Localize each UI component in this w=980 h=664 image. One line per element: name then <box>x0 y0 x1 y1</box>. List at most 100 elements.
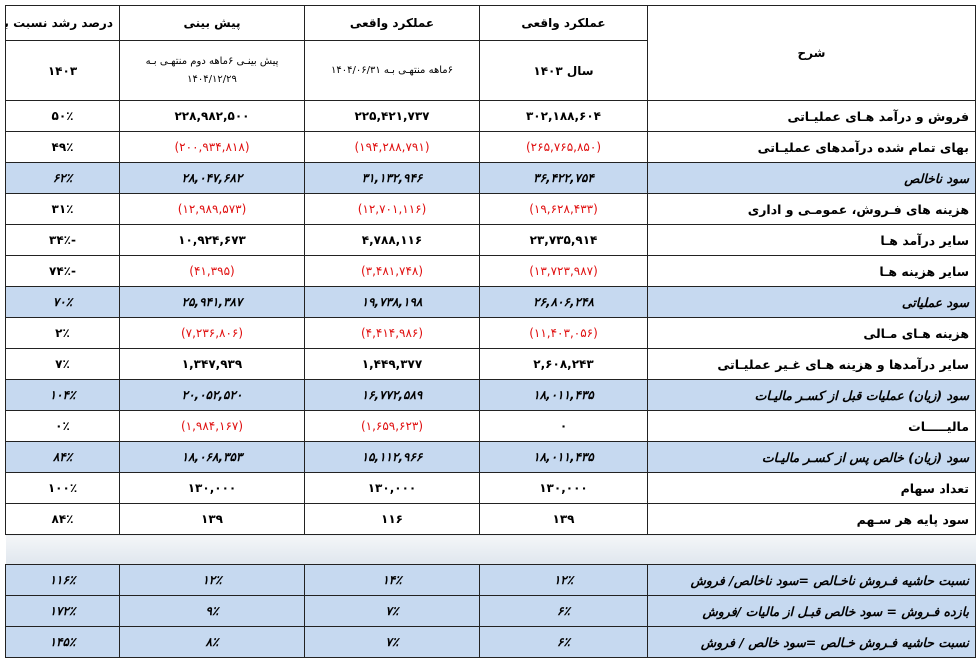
cell-value: ۱۰۴٪ <box>5 379 120 411</box>
header-label: شرح <box>647 5 976 101</box>
row-label: سایر هزینه هـا <box>647 255 976 287</box>
header-cell: درصد رشد نسبت بـه <box>5 5 120 41</box>
row-label: سایر درآمدها و هزینه هـای غـیر عملیـاتی <box>647 348 976 380</box>
header-cell: عملکرد واقعی <box>304 5 480 41</box>
row-label: هزینه های فـروش، عمومـی و اداری <box>647 193 976 225</box>
cell-value: ۲,۶۰۸,۲۴۳ <box>479 348 648 380</box>
table-row: بازده فـروش = سود خالص قبـل از مالیات /ف… <box>5 595 976 627</box>
row-label: مالیـــــات <box>647 410 976 442</box>
cell-value: ۳۰۲,۱۸۸,۶۰۴ <box>479 100 648 132</box>
cell-value: (۱۹۴,۲۸۸,۷۹۱) <box>304 131 480 163</box>
row-label: سایر درآمد هـا <box>647 224 976 256</box>
table-row: سایر هزینه هـا (۱۳,۷۲۳,۹۸۷) (۳,۴۸۱,۷۴۸) (۴۱… <box>5 255 976 287</box>
cell-value: ۱۱۶ <box>304 503 480 535</box>
cell-value: ۰٪ <box>5 410 120 442</box>
row-label: فروش و درآمد هـای عملیـاتی <box>647 100 976 132</box>
table-row: مالیـــــات ۰ (۱,۶۵۹,۶۲۳) (۱,۹۸۴,۱۶۷) ۰٪ <box>5 410 976 442</box>
cell-value: ۲۵,۹۴۱,۳۸۷ <box>119 286 305 318</box>
cell-value: ۲۰,۰۵۲,۵۲۰ <box>119 379 305 411</box>
cell-value: (۷,۲۳۶,۸۰۶) <box>119 317 305 349</box>
table-row: سود (زیان) خالص پس از کسـر مالیـات ۱۸,۰۱۱… <box>5 441 976 473</box>
cell-value: (۲۰۰,۹۳۴,۸۱۸) <box>119 131 305 163</box>
row-label: بهای تمام شده درآمدهای عملیـاتی <box>647 131 976 163</box>
row-label: سود (زیان) خالص پس از کسـر مالیـات <box>647 441 976 473</box>
cell-value: (۴۱,۳۹۵) <box>119 255 305 287</box>
cell-value: ۹٪ <box>119 595 305 627</box>
cell-value: (۱۹,۶۲۸,۴۳۳) <box>479 193 648 225</box>
cell-value: ۱۶,۷۷۲,۵۸۹ <box>304 379 480 411</box>
cell-value: ۱۴۵٪ <box>5 626 120 658</box>
table-row: سایر درآمد هـا ۲۳,۷۳۵,۹۱۴ ۴,۷۸۸,۱۱۶ ۱۰,۹۲۴,… <box>5 224 976 256</box>
cell-value: ۷۰٪ <box>5 286 120 318</box>
cell-value: ۱۸,۰۱۱,۴۳۵ <box>479 379 648 411</box>
cell-value: ۱۹,۷۳۸,۱۹۸ <box>304 286 480 318</box>
cell-value: ۱۵,۱۱۲,۹۶۶ <box>304 441 480 473</box>
header-cell: پیش بینی <box>119 5 305 41</box>
spacer-row <box>5 534 976 565</box>
table-row: نسبت حاشیه فـروش ناخـالص =سود ناخالص/ فر… <box>5 564 976 596</box>
cell-value: ۷٪ <box>5 348 120 380</box>
cell-value: ۲۸,۰۴۷,۶۸۲ <box>119 162 305 194</box>
cell-value: ۱۸,۰۱۱,۴۳۵ <box>479 441 648 473</box>
cell-value: ۶٪ <box>479 626 648 658</box>
cell-value: (۱۳,۷۲۳,۹۸۷) <box>479 255 648 287</box>
cell-value: ۱۳۹ <box>119 503 305 535</box>
cell-value: ۶۲٪ <box>5 162 120 194</box>
cell-value: ۱۳۰,۰۰۰ <box>304 472 480 504</box>
row-label: سود پایه هر سـهم <box>647 503 976 535</box>
cell-value: ۷٪ <box>304 626 480 658</box>
row-label: سود ناخالص <box>647 162 976 194</box>
table-row: تعداد سهام ۱۳۰,۰۰۰ ۱۳۰,۰۰۰ ۱۳۰,۰۰۰ ۱۰۰٪ <box>5 472 976 504</box>
cell-value: ۲۲۵,۴۲۱,۷۳۷ <box>304 100 480 132</box>
cell-value: ۱۰,۹۲۴,۶۷۳ <box>119 224 305 256</box>
cell-value: ۳۶,۴۲۲,۷۵۴ <box>479 162 648 194</box>
table-row: نسبت حاشیه فـروش خـالص =سود خالص / فروش ۶… <box>5 626 976 658</box>
cell-value: ۶٪ <box>479 595 648 627</box>
cell-value: ۱,۳۴۷,۹۳۹ <box>119 348 305 380</box>
cell-value: ۰ <box>479 410 648 442</box>
cell-value: ۵۰٪ <box>5 100 120 132</box>
header-sub-cell: سال ۱۴۰۳ <box>479 40 648 101</box>
cell-value: ۱۳۰,۰۰۰ <box>119 472 305 504</box>
cell-value: (۱۲,۹۸۹,۵۷۳) <box>119 193 305 225</box>
header-cell: عملکرد واقعی <box>479 5 648 41</box>
header-row: شرح عملکرد واقعی عملکرد واقعی پیش بینی درصد … <box>5 5 976 101</box>
financial-table: شرح عملکرد واقعی عملکرد واقعی پیش بینی درصد … <box>5 5 976 658</box>
table-row: بهای تمام شده درآمدهای عملیـاتی (۲۶۵,۷۶۵,… <box>5 131 976 163</box>
cell-value: ۱۷۲٪ <box>5 595 120 627</box>
cell-value: ۲۲۸,۹۸۲,۵۰۰ <box>119 100 305 132</box>
table-row: سایر درآمدها و هزینه هـای غـیر عملیـاتی ۲… <box>5 348 976 380</box>
row-label: هزینه هـای مـالی <box>647 317 976 349</box>
cell-value: (۱,۹۸۴,۱۶۷) <box>119 410 305 442</box>
row-label: نسبت حاشیه فـروش ناخـالص =سود ناخالص/ فر… <box>647 564 976 596</box>
table-row: هزینه هـای مـالی (۱۱,۴۰۳,۰۵۶) (۴,۴۱۴,۹۸۶)(… <box>5 317 976 349</box>
cell-value: ۱۰۰٪ <box>5 472 120 504</box>
row-label: تعداد سهام <box>647 472 976 504</box>
cell-value: ۷۴٪- <box>5 255 120 287</box>
row-label: سود (زیان) عملیات قبل از کسـر مالیـات <box>647 379 976 411</box>
cell-value: (۴,۴۱۴,۹۸۶) <box>304 317 480 349</box>
cell-value: (۱۲,۷۰۱,۱۱۶) <box>304 193 480 225</box>
cell-value: ۲۶,۸۰۶,۲۴۸ <box>479 286 648 318</box>
cell-value: ۱۸,۰۶۸,۳۵۳ <box>119 441 305 473</box>
cell-value: ۱۴٪ <box>304 564 480 596</box>
header-sub-cell: ۶ماهه منتهـی بـه ۱۴۰۴/۰۶/۳۱ <box>304 40 480 101</box>
table-row: هزینه های فـروش، عمومـی و اداری (۱۹,۶۲۸,۴… <box>5 193 976 225</box>
cell-value: (۲۶۵,۷۶۵,۸۵۰) <box>479 131 648 163</box>
cell-value: ۷٪ <box>304 595 480 627</box>
cell-value: ۸٪ <box>119 626 305 658</box>
row-label: بازده فـروش = سود خالص قبـل از مالیات /ف… <box>647 595 976 627</box>
row-label: نسبت حاشیه فـروش خـالص =سود خالص / فروش <box>647 626 976 658</box>
cell-value: ۱۲٪ <box>119 564 305 596</box>
cell-value: ۲٪ <box>5 317 120 349</box>
cell-value: ۱۱۶٪ <box>5 564 120 596</box>
cell-value: ۴,۷۸۸,۱۱۶ <box>304 224 480 256</box>
cell-value: ۸۴٪ <box>5 441 120 473</box>
cell-value: ۱۳۹ <box>479 503 648 535</box>
cell-value: ۳۱,۱۳۲,۹۴۶ <box>304 162 480 194</box>
header-sub-cell: ۱۴۰۳ <box>5 40 120 101</box>
table-row: سود ناخالص ۳۶,۴۲۲,۷۵۴ ۳۱,۱۳۲,۹۴۶ ۲۸,۰۴۷,۶۸۲… <box>5 162 976 194</box>
table-row: سود عملیاتی ۲۶,۸۰۶,۲۴۸ ۱۹,۷۳۸,۱۹۸ ۲۵,۹۴۱,۳۸… <box>5 286 976 318</box>
cell-value: (۳,۴۸۱,۷۴۸) <box>304 255 480 287</box>
